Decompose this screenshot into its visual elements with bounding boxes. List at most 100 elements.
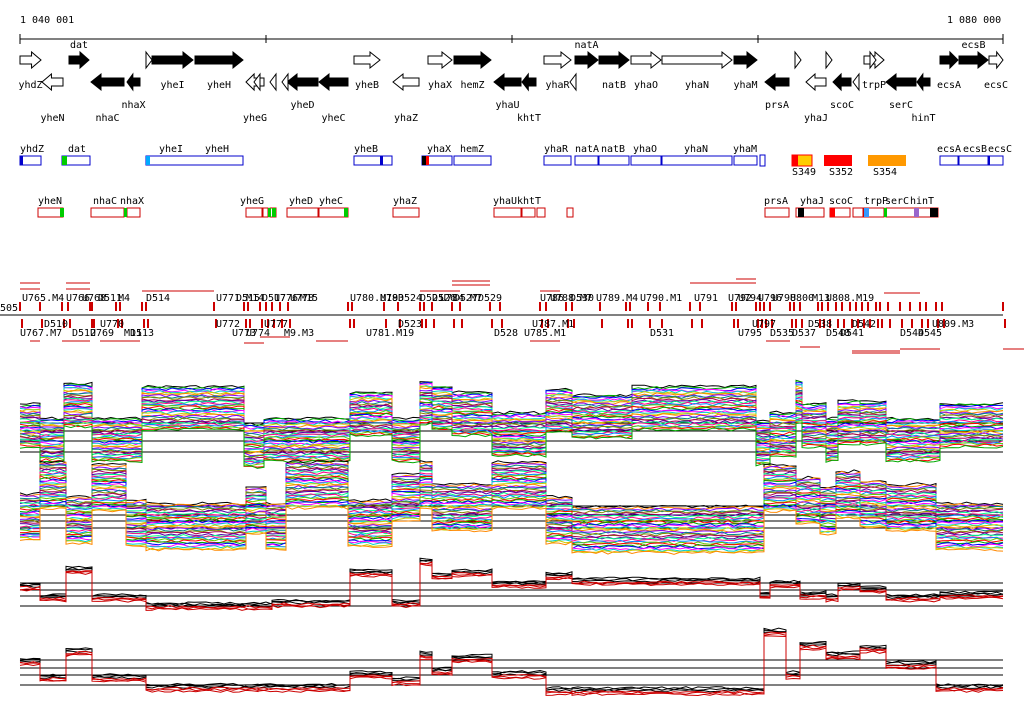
minus-track-label: nhaC (93, 196, 117, 207)
trace-line-panel-2 (19, 503, 1004, 552)
segment-label-upper: U783 (380, 293, 404, 304)
gene-label: prsA (765, 100, 789, 111)
segment-label-upper: D524 (398, 293, 422, 304)
gene-arrow-yheC[interactable]: yheC (318, 72, 349, 124)
gene-label: hemZ (461, 80, 485, 91)
gene-label: ecsB (962, 40, 986, 51)
gene-label: yhaJ (804, 113, 828, 124)
segment-label-upper: U794 (738, 293, 762, 304)
segment-label-upper: D525 (420, 293, 444, 304)
trace-line-panel-2 (19, 468, 1004, 517)
gene-arrow-yhaZ[interactable]: yhaZ (392, 72, 420, 124)
gene-arrow-yhdZ[interactable]: yhdZ (19, 50, 43, 91)
gene-arrow-prsA[interactable]: prsA (764, 72, 790, 111)
gene-arrow-hemZ[interactable]: hemZ (453, 50, 492, 91)
trace-line-panel-1 (19, 393, 1004, 441)
minus-annotation-box (245, 207, 263, 218)
scale-start-label: 1 040 001 (20, 15, 74, 26)
plus-track-label: natA (575, 144, 599, 155)
gene-label: ecsC (984, 80, 1008, 91)
trace-line-panel-1 (19, 405, 1004, 452)
gene-arrow-nhaX[interactable]: nhaX (122, 72, 146, 111)
gene-label: yheG (243, 113, 267, 124)
gene-arrow-yheI[interactable]: yheI (151, 50, 194, 91)
minus-annotation-box (318, 207, 349, 218)
segment-label-lower: D542 (852, 319, 876, 330)
gene-arrow-yhaJ[interactable]: yhaJ (804, 72, 828, 124)
gene-arrow-yhaU[interactable]: yhaU (493, 72, 522, 111)
segment-label-lower: U774 (246, 328, 270, 339)
trace-line-panel-1 (19, 399, 1004, 447)
segment-label-upper: D526 (432, 293, 456, 304)
srna-label: S349 (792, 167, 816, 178)
trace-line-panel-2 (19, 469, 1004, 519)
minus-track-label: yheG (240, 196, 264, 207)
segment-left-label: 505 (0, 303, 18, 314)
segment-label-upper: U789.M4 (596, 293, 638, 304)
plus-annotation-box (939, 155, 959, 166)
gene-arrow-dat[interactable]: dat (68, 40, 90, 70)
segment-label-upper: U798 (772, 293, 796, 304)
trace-line-panel-3 (19, 563, 1004, 611)
plus-track-label: yheH (205, 144, 229, 155)
gene-arrow-yheN[interactable]: yheN (41, 72, 65, 124)
segment-label-lower: D523 (398, 319, 422, 330)
minus-track-label: yheC (319, 196, 343, 207)
annotation-tracks: yhdZ dat yheI yheH yheB yhaX hemZ yhaR natA natB y… (19, 144, 1012, 218)
plus-track-label: yhaX (427, 144, 451, 155)
expression-traces (19, 379, 1004, 697)
trace-line-panel-2 (19, 483, 1004, 533)
plus-track-label: yhaO (633, 144, 657, 155)
gene-arrow-hinT[interactable]: hinT (912, 72, 936, 124)
minus-annotation-box (262, 207, 269, 218)
trace-line-panel-2 (19, 465, 1003, 514)
gene-arrow-yhaM[interactable]: yhaM (733, 50, 758, 91)
gene-arrow-serC[interactable]: serC (885, 72, 917, 111)
gene-arrow-ecsA[interactable]: ecsA (937, 50, 961, 91)
segment-label-lower: U797 (752, 319, 776, 330)
segment-label-upper: D530 (570, 293, 594, 304)
minus-annotation-box (392, 207, 420, 218)
minus-annotation-box (566, 207, 574, 218)
segment-label-upper: U771.M14 (216, 293, 264, 304)
plus-annotation-box (543, 155, 572, 166)
gene-arrow-ecsB[interactable]: ecsB (958, 40, 989, 70)
segment-label-lower: D535 (770, 328, 794, 339)
gene-arrow-yhaR[interactable]: yhaR (543, 50, 572, 91)
segment-label-lower: D545 (918, 328, 942, 339)
gene-label: yheI (161, 80, 185, 91)
trace-line-panel-1 (19, 403, 1004, 450)
segment-label-lower: U773 (232, 328, 256, 339)
gene-label: yhaN (685, 80, 709, 91)
gene-arrow-yhaN[interactable]: yhaN (661, 50, 733, 91)
segment-label-lower: U781.M19 (366, 328, 414, 339)
gene-arrow-ecsC[interactable]: ecsC (984, 50, 1008, 91)
gene-label: dat (70, 40, 88, 51)
gene-arrow-yheH[interactable]: yheH (194, 50, 244, 91)
gene-arrow-natB[interactable]: natB (598, 50, 630, 91)
gene-label: trpP (862, 80, 886, 91)
trace-line-panel-2 (19, 463, 1004, 513)
segment-label-upper: D511 (98, 293, 122, 304)
minus-track-label: trpP (864, 196, 888, 207)
minus-track-label: prsA (764, 196, 788, 207)
gene-arrow-nhaC[interactable]: nhaC (90, 72, 125, 124)
gene-arrow-natA[interactable]: natA (574, 40, 599, 70)
trace-line-panel-2 (19, 466, 1004, 516)
scale-end-label: 1 080 000 (947, 15, 1001, 26)
gene-arrow-yheD[interactable]: yheD (286, 72, 319, 111)
segment-label-upper: U766 (66, 293, 90, 304)
gene-arrow-scoC[interactable]: scoC (830, 72, 854, 111)
small-gene-arrow (825, 50, 833, 70)
plus-track-label: yheB (354, 144, 378, 155)
gene-arrow-yhaX[interactable]: yhaX (427, 50, 453, 91)
gene-arrow-yheB[interactable]: yheB (353, 50, 381, 91)
trace-line-panel-2 (19, 497, 1004, 547)
gene-arrow-yhaO[interactable]: yhaO (630, 50, 662, 91)
gene-arrow-khtT[interactable]: khtT (517, 72, 541, 124)
plus-annotation-box (630, 155, 662, 166)
gene-label: ecsA (937, 80, 961, 91)
minus-track-label: serC (885, 196, 909, 207)
minus-track-label: khtT (517, 196, 541, 207)
